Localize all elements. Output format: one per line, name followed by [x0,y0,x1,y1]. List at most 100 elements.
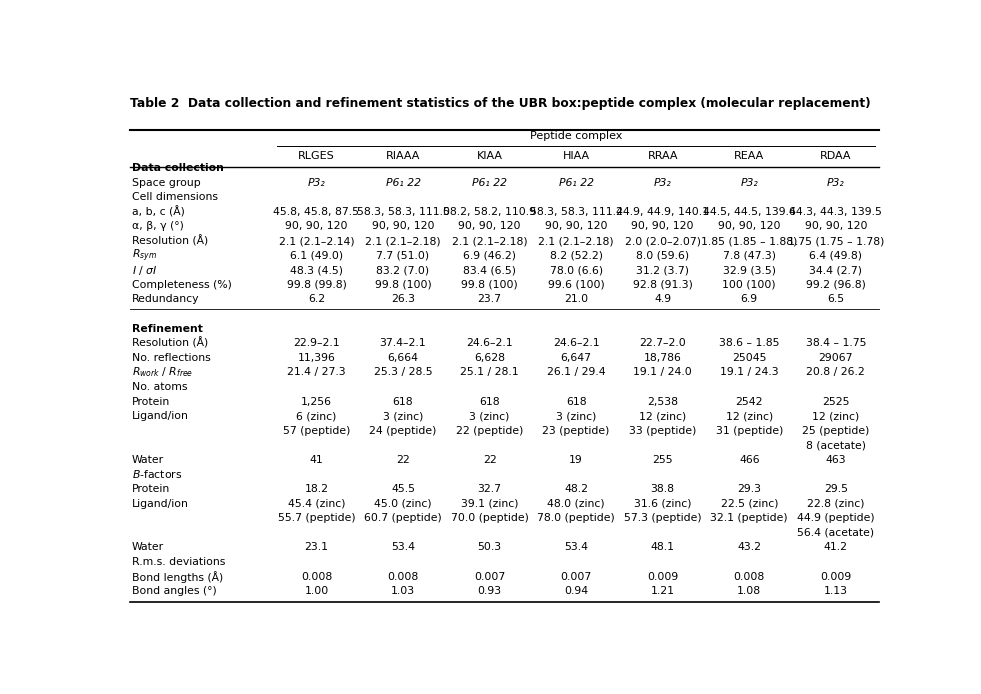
Text: 24 (peptide): 24 (peptide) [369,425,437,436]
Text: α, β, γ (°): α, β, γ (°) [131,221,183,231]
Text: 6,628: 6,628 [474,353,505,363]
Text: Ligand/ion: Ligand/ion [131,411,188,421]
Text: 32.7: 32.7 [478,484,501,494]
Text: 7.7 (51.0): 7.7 (51.0) [377,251,430,261]
Text: 45.4 (zinc): 45.4 (zinc) [287,498,345,509]
Text: 25 (peptide): 25 (peptide) [802,425,869,436]
Text: 57 (peptide): 57 (peptide) [283,425,350,436]
Text: 55.7 (peptide): 55.7 (peptide) [278,514,355,523]
Text: Redundancy: Redundancy [131,294,199,305]
Text: 90, 90, 120: 90, 90, 120 [458,221,521,231]
Text: Completeness (%): Completeness (%) [131,280,232,290]
Text: 2.1 (2.1–2.18): 2.1 (2.1–2.18) [365,236,440,246]
Text: 19.1 / 24.3: 19.1 / 24.3 [720,367,779,378]
Text: 1.00: 1.00 [304,586,329,596]
Text: 56.4 (acetate): 56.4 (acetate) [798,528,874,538]
Text: Refinement: Refinement [131,323,203,334]
Text: 255: 255 [652,455,673,465]
Text: 44.5, 44.5, 139.6: 44.5, 44.5, 139.6 [702,207,796,217]
Text: 70.0 (peptide): 70.0 (peptide) [450,514,529,523]
Text: 2,538: 2,538 [647,396,678,407]
Text: 99.8 (100): 99.8 (100) [461,280,518,290]
Text: 1,256: 1,256 [301,396,332,407]
Text: 34.4 (2.7): 34.4 (2.7) [809,265,862,276]
Text: 39.1 (zinc): 39.1 (zinc) [461,498,518,509]
Text: 21.4 / 27.3: 21.4 / 27.3 [287,367,345,378]
Text: $I$ / $\sigma$$I$: $I$ / $\sigma$$I$ [131,264,157,277]
Text: Resolution (Å): Resolution (Å) [131,337,208,349]
Text: Water: Water [131,455,164,465]
Text: P6₁ 22: P6₁ 22 [558,178,594,187]
Text: No. atoms: No. atoms [131,382,187,392]
Text: 90, 90, 120: 90, 90, 120 [544,221,607,231]
Text: 18,786: 18,786 [644,353,682,363]
Text: Cell dimensions: Cell dimensions [131,192,218,202]
Text: 8.2 (52.2): 8.2 (52.2) [549,251,602,261]
Text: 90, 90, 120: 90, 90, 120 [285,221,347,231]
Text: 83.4 (6.5): 83.4 (6.5) [463,265,516,276]
Text: 6,647: 6,647 [560,353,592,363]
Text: 22: 22 [483,455,496,465]
Text: 7.8 (47.3): 7.8 (47.3) [723,251,776,261]
Text: 22.9–2.1: 22.9–2.1 [293,338,339,348]
Text: No. reflections: No. reflections [131,353,211,363]
Text: 78.0 (6.6): 78.0 (6.6) [549,265,602,276]
Text: 0.93: 0.93 [478,586,501,596]
Text: 2542: 2542 [736,396,763,407]
Text: 31 (peptide): 31 (peptide) [715,425,783,436]
Text: 50.3: 50.3 [478,543,501,552]
Text: 2.1 (2.1–2.18): 2.1 (2.1–2.18) [539,236,614,246]
Text: 3 (zinc): 3 (zinc) [556,411,596,421]
Text: RDAA: RDAA [820,151,852,161]
Text: $R_{work}$ / $R_{free}$: $R_{work}$ / $R_{free}$ [131,366,193,379]
Text: 100 (100): 100 (100) [722,280,776,290]
Text: 12 (zinc): 12 (zinc) [812,411,859,421]
Text: 6.5: 6.5 [827,294,845,305]
Text: Resolution (Å): Resolution (Å) [131,235,208,247]
Text: 53.4: 53.4 [564,543,589,552]
Text: 24.6–2.1: 24.6–2.1 [466,338,513,348]
Text: 1.85 (1.85 – 1.88): 1.85 (1.85 – 1.88) [701,236,798,246]
Text: 0.94: 0.94 [564,586,589,596]
Text: 92.8 (91.3): 92.8 (91.3) [633,280,693,290]
Text: 3 (zinc): 3 (zinc) [383,411,423,421]
Text: Protein: Protein [131,484,170,494]
Text: 8.0 (59.6): 8.0 (59.6) [636,251,690,261]
Text: 90, 90, 120: 90, 90, 120 [632,221,694,231]
Text: 57.3 (peptide): 57.3 (peptide) [624,514,701,523]
Text: 12 (zinc): 12 (zinc) [639,411,687,421]
Text: $R_{sym}$: $R_{sym}$ [131,248,157,264]
Text: 33 (peptide): 33 (peptide) [629,425,697,436]
Text: 2.0 (2.0–2.07): 2.0 (2.0–2.07) [625,236,700,246]
Text: 44.9 (peptide): 44.9 (peptide) [797,514,875,523]
Text: 1.21: 1.21 [650,586,675,596]
Text: 6.9 (46.2): 6.9 (46.2) [463,251,516,261]
Text: Data collection: Data collection [131,163,224,173]
Text: 90, 90, 120: 90, 90, 120 [804,221,867,231]
Text: 83.2 (7.0): 83.2 (7.0) [377,265,430,276]
Text: 23 (peptide): 23 (peptide) [542,425,610,436]
Text: 48.3 (4.5): 48.3 (4.5) [290,265,343,276]
Text: 6.2: 6.2 [308,294,325,305]
Text: 6,664: 6,664 [387,353,419,363]
Text: 4.9: 4.9 [654,294,671,305]
Text: REAA: REAA [734,151,764,161]
Text: Table 2  Data collection and refinement statistics of the UBR box:peptide comple: Table 2 Data collection and refinement s… [130,96,871,110]
Text: 6.1 (49.0): 6.1 (49.0) [289,251,343,261]
Text: 31.6 (zinc): 31.6 (zinc) [634,498,692,509]
Text: 21.0: 21.0 [564,294,589,305]
Text: 19: 19 [569,455,583,465]
Text: 0.008: 0.008 [387,572,419,582]
Text: HIAA: HIAA [562,151,590,161]
Text: 45.5: 45.5 [391,484,415,494]
Text: 0.008: 0.008 [301,572,332,582]
Text: 58.2, 58.2, 110.9: 58.2, 58.2, 110.9 [443,207,536,217]
Text: 0.008: 0.008 [734,572,765,582]
Text: 60.7 (peptide): 60.7 (peptide) [364,514,441,523]
Text: 466: 466 [739,455,759,465]
Text: 8 (acetate): 8 (acetate) [805,440,866,450]
Text: 24.6–2.1: 24.6–2.1 [553,338,599,348]
Text: P3₂: P3₂ [308,178,326,187]
Text: 45.8, 45.8, 87.5: 45.8, 45.8, 87.5 [274,207,359,217]
Text: 22: 22 [396,455,410,465]
